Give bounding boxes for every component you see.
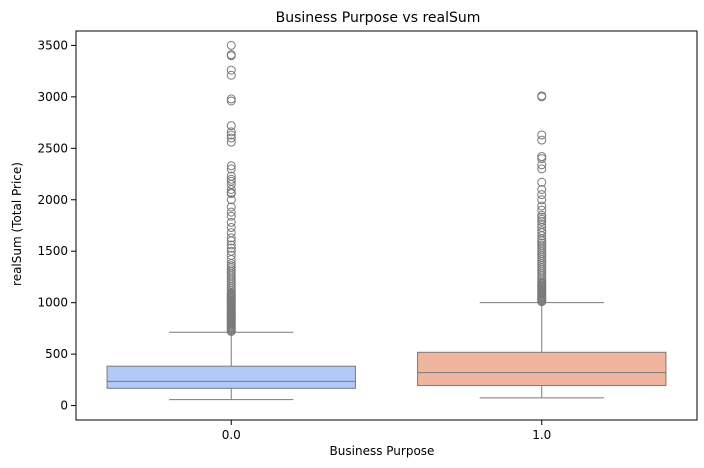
x-axis-label: Business Purpose [330, 444, 435, 458]
y-tick-label: 1000 [37, 296, 68, 310]
x-tick-label: 0.0 [222, 428, 241, 442]
plot-area [106, 40, 667, 401]
outlier-point [226, 250, 236, 260]
y-tick-label: 2500 [37, 141, 68, 155]
outlier-point [226, 121, 236, 131]
outlier-point [226, 243, 236, 253]
outlier-point [537, 154, 547, 164]
outlier-point [226, 40, 236, 50]
outlier-point [537, 210, 547, 220]
outlier-point [537, 91, 547, 101]
outlier-point [537, 201, 547, 211]
x-tick-label: 1.0 [532, 428, 551, 442]
chart-title: Business Purpose vs realSum [276, 10, 481, 26]
outlier-point [226, 171, 236, 181]
outlier-point [226, 233, 236, 243]
outlier-point [537, 226, 547, 236]
outlier-point [226, 202, 236, 212]
outlier-point [226, 161, 236, 171]
outlier-point [226, 94, 236, 104]
y-tick-label: 0 [60, 399, 68, 413]
plot-frame [75, 30, 698, 421]
outlier-point [537, 219, 547, 229]
outlier-point [226, 65, 236, 75]
outlier-point [226, 223, 236, 233]
y-tick-label: 1500 [37, 244, 68, 258]
outlier-point [226, 127, 236, 137]
y-tick-label: 2000 [37, 193, 68, 207]
outlier-point [537, 152, 547, 162]
outlier-point [226, 207, 236, 217]
outlier-point [226, 240, 236, 250]
outlier-point [226, 70, 236, 80]
box-group-0-0 [106, 40, 356, 401]
y-tick-label: 3500 [37, 38, 68, 52]
y-tick-label: 500 [45, 347, 68, 361]
y-tick-label: 3000 [37, 90, 68, 104]
outlier-point [226, 217, 236, 227]
outlier-point [226, 137, 236, 147]
box-iqr [417, 351, 667, 387]
outlier-point [226, 164, 236, 174]
outlier-point [537, 164, 547, 174]
outlier-point [226, 96, 236, 106]
y-axis-label: realSum (Total Price) [10, 162, 24, 286]
outlier-point [537, 130, 547, 140]
outlier-point [226, 246, 236, 256]
outlier-point [537, 135, 547, 145]
outlier-point [226, 195, 236, 205]
outlier-point [537, 177, 547, 187]
outlier-point [537, 184, 547, 194]
outlier-point [226, 50, 236, 60]
box-iqr [106, 365, 356, 389]
outlier-point [537, 205, 547, 215]
outlier-point [537, 190, 547, 200]
outlier-point [226, 130, 236, 140]
outlier-point [537, 195, 547, 205]
outlier-point [226, 211, 236, 221]
outlier-point [226, 133, 236, 143]
box-group-1-0 [417, 91, 667, 399]
outlier-point [226, 228, 236, 238]
outlier-point [226, 174, 236, 184]
